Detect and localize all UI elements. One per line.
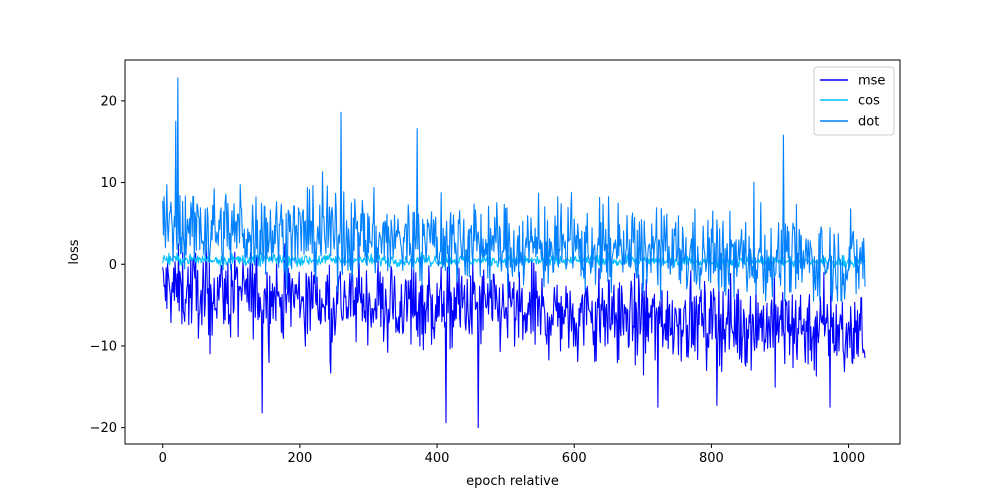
x-tick-label: 1000 (832, 451, 865, 466)
y-tick-label: 0 (109, 258, 117, 273)
series-line-dot (162, 77, 866, 302)
plot-frame (124, 59, 901, 445)
series-lines (162, 77, 866, 429)
x-tick-label: 0 (159, 451, 167, 466)
y-axis-label: loss (67, 239, 82, 264)
legend-box (813, 66, 895, 136)
x-tick-label: 200 (287, 451, 312, 466)
y-tick-label: 20 (100, 94, 117, 109)
y-tick-label: 10 (100, 176, 117, 191)
legend-label-dot: dot (858, 115, 879, 130)
x-axis-label: epoch relative (466, 474, 559, 489)
x-tick-label: 600 (562, 451, 587, 466)
legend-label-cos: cos (858, 94, 880, 109)
legend-label-mse: mse (858, 74, 885, 89)
x-tick-label: 400 (425, 451, 450, 466)
series-line-mse (162, 243, 866, 429)
y-tick-label: −10 (90, 339, 117, 354)
y-tick-label: −20 (90, 421, 117, 436)
legend: mse cos dot (813, 66, 895, 136)
x-axis-ticks: 0 200 400 600 800 1000 (159, 444, 865, 466)
x-tick-label: 800 (699, 451, 724, 466)
y-axis-ticks: −20 −10 0 10 20 (90, 94, 125, 436)
